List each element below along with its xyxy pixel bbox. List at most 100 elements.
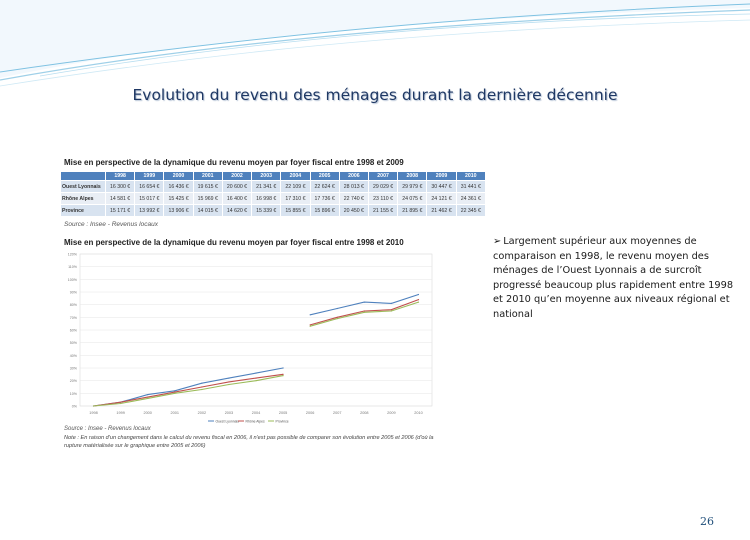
x-tick-label: 2004	[252, 411, 260, 415]
y-tick-label: 0%	[72, 405, 78, 409]
row-label: Ouest Lyonnais	[60, 180, 106, 193]
row-label: Province	[60, 204, 106, 217]
table-cell: 16 400 €	[221, 192, 253, 205]
x-tick-label: 2005	[279, 411, 287, 415]
data-point	[417, 293, 420, 296]
table-header-cell: 2007	[367, 171, 399, 181]
header-swoosh-decoration	[0, 0, 750, 87]
chart-note: Note : En raison d'un changement dans le…	[64, 435, 434, 449]
table-header-cell: 2002	[221, 171, 253, 181]
table-cell: 13 906 €	[163, 204, 194, 217]
data-point	[309, 325, 311, 327]
data-point	[174, 392, 176, 394]
table-source: Source : Insee - Revenus locaux	[64, 221, 158, 228]
table-cell: 24 121 €	[426, 192, 457, 205]
table-cell: 15 339 €	[251, 204, 282, 217]
table-cell: 16 998 €	[251, 192, 282, 205]
table-header-cell: 2003	[251, 171, 282, 181]
data-point	[282, 373, 284, 375]
table-title: Mise en perspective de la dynamique du r…	[64, 158, 404, 167]
data-point	[120, 402, 122, 405]
data-point	[282, 367, 284, 369]
y-tick-label: 90%	[70, 291, 78, 295]
table-header-cell: 2005	[309, 171, 340, 181]
table-cell: 29 979 €	[397, 180, 428, 193]
table-header-cell: 2004	[280, 171, 311, 181]
data-point	[282, 375, 284, 377]
chart-title: Mise en perspective de la dynamique du r…	[64, 238, 404, 247]
data-point	[390, 310, 392, 312]
table-cell: 14 015 €	[192, 204, 223, 217]
data-point	[174, 390, 176, 392]
table-header-cell: 2010	[455, 171, 487, 181]
x-tick-label: 1999	[116, 411, 124, 415]
x-tick-label: 2009	[387, 411, 395, 415]
data-point	[174, 391, 176, 393]
table-cell: 22 109 €	[280, 180, 311, 193]
table-cell: 20 600 €	[221, 180, 253, 193]
table-cell: 16 436 €	[163, 180, 194, 193]
data-point	[228, 381, 230, 383]
data-point	[336, 318, 338, 320]
table-cell: 15 896 €	[309, 204, 340, 217]
x-tick-label: 2000	[143, 411, 151, 415]
table-cell: 17 736 €	[309, 192, 340, 205]
table-cell: 24 361 €	[455, 192, 487, 205]
table-cell: 15 425 €	[163, 192, 194, 205]
data-point	[228, 383, 230, 386]
bullet-point: ➢ Largement supérieur aux moyennes de com…	[493, 235, 738, 323]
table-header-cell	[60, 171, 106, 181]
x-tick-label: 2008	[360, 411, 368, 415]
table-cell: 23 110 €	[367, 192, 399, 205]
table-header-cell: 2001	[192, 171, 223, 181]
table-cell: 21 155 €	[367, 204, 399, 217]
data-point	[92, 405, 95, 407]
data-point	[255, 380, 257, 382]
table-cell: 19 615 €	[192, 180, 223, 193]
legend-label: Province	[276, 419, 289, 423]
y-tick-label: 50%	[70, 341, 78, 345]
series-line	[93, 373, 284, 407]
x-tick-label: 2007	[333, 411, 341, 415]
y-tick-label: 30%	[70, 367, 78, 371]
x-tick-label: 2010	[414, 411, 422, 415]
data-point	[201, 388, 203, 391]
data-point	[255, 372, 257, 374]
y-tick-label: 20%	[70, 379, 78, 383]
table-row: Ouest Lyonnais 16 300 €16 654 €16 436 €19…	[60, 180, 487, 193]
table-header-cell: 2008	[397, 171, 428, 181]
data-point	[390, 302, 392, 304]
data-point	[363, 310, 365, 312]
y-tick-label: 40%	[70, 354, 78, 358]
data-point	[201, 386, 203, 388]
table-cell: 15 171 €	[104, 204, 136, 217]
table-cell: 21 341 €	[251, 180, 282, 193]
table-cell: 14 581 €	[104, 192, 136, 205]
y-tick-label: 60%	[70, 329, 78, 333]
y-tick-label: 70%	[70, 316, 78, 320]
y-tick-label: 120%	[68, 253, 78, 257]
income-table: 1998 1999 2000 2001 2002 2003 2004 2005 2006 2007…	[60, 171, 487, 217]
table-header-cell: 1999	[134, 171, 165, 181]
table-cell: 28 013 €	[338, 180, 369, 193]
y-tick-label: 80%	[70, 303, 78, 307]
row-label: Rhône Alpes	[60, 192, 106, 205]
table-cell: 20 450 €	[338, 204, 369, 217]
data-point	[147, 396, 149, 398]
table-header-cell: 2009	[426, 171, 457, 181]
slide-title: Evolution du revenu des ménages durant l…	[132, 86, 618, 104]
legend-label: Ouest Lyonnais	[216, 419, 240, 423]
data-point	[309, 314, 311, 316]
table-header-cell: 1998	[104, 171, 136, 181]
x-tick-label: 2001	[171, 411, 179, 415]
x-tick-label: 2003	[225, 411, 233, 415]
data-point	[255, 377, 257, 379]
data-point	[336, 316, 338, 318]
table-header-cell: 2000	[163, 171, 194, 181]
data-point	[147, 394, 149, 396]
table-row: Province 15 171 €13 992 €13 906 €14 015 €…	[60, 204, 487, 217]
x-tick-label: 2002	[198, 411, 206, 415]
data-point	[363, 311, 365, 313]
table-cell: 13 992 €	[134, 204, 165, 217]
x-tick-label: 1998	[89, 411, 97, 415]
